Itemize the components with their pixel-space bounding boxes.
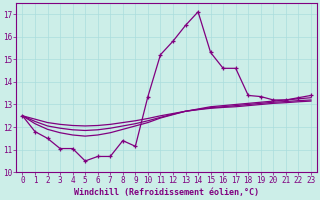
X-axis label: Windchill (Refroidissement éolien,°C): Windchill (Refroidissement éolien,°C): [74, 188, 259, 197]
